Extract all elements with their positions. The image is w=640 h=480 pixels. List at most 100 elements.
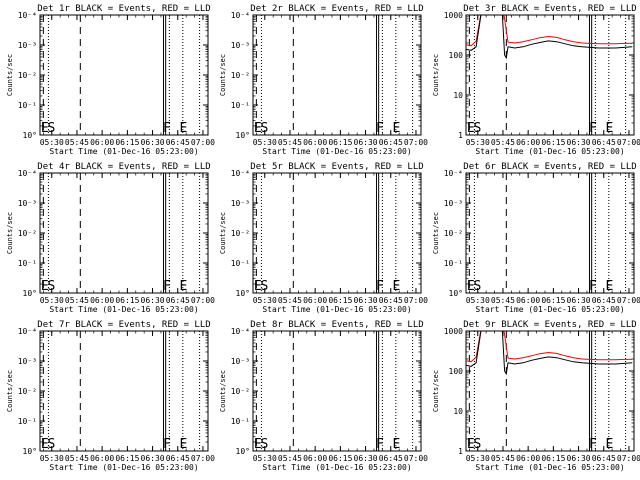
marker-label-e2: E [605,121,613,136]
y-tick-label: 10° [236,289,250,298]
marker-label-f: F [163,437,171,452]
x-tick-label: 07:00 [404,454,428,463]
plot-frame [465,14,635,136]
marker-label-s: S [261,279,269,294]
marker-label-s: S [474,121,482,136]
x-axis-label: Start Time (01-Dec-16 05:23:00) [475,147,624,156]
x-tick-label: 06:15 [541,454,565,463]
marker-label-e: E [254,279,262,294]
y-tick-label: 10⁻³ [18,357,37,366]
marker-label-s: S [48,121,56,136]
y-tick-label: 10⁻⁴ [18,327,37,336]
panel-det-2: Det 2r BLACK = Events, RED = LLD Counts/s… [219,4,428,156]
chart-title: Det 5r BLACK = Events, RED = LLD [250,162,423,172]
x-tick-label: 05:30 [253,454,277,463]
marker-label-e2: E [392,121,400,136]
x-axis-label: Start Time (01-Dec-16 05:23:00) [49,463,198,472]
x-tick-label: 06:45 [166,138,190,147]
x-tick-label: 05:45 [278,138,302,147]
x-tick-label: 05:30 [253,138,277,147]
x-axis-label: Start Time (01-Dec-16 05:23:00) [262,305,411,314]
marker-label-e: E [254,121,262,136]
x-tick-label: 06:30 [567,454,591,463]
x-tick-label: 06:00 [90,454,114,463]
y-tick-label: 10° [23,289,37,298]
x-tick-label: 06:00 [303,138,327,147]
marker-label-s: S [474,437,482,452]
x-tick-label: 07:00 [617,138,640,147]
y-tick-label: 10° [236,131,250,140]
y-tick-label: 10° [23,447,37,456]
panel-det-8: Det 8r BLACK = Events, RED = LLD Counts/s… [219,320,428,472]
marker-label-f: F [376,121,384,136]
y-tick-label: 10⁻² [231,229,250,238]
x-tick-label: 06:30 [141,454,165,463]
marker-label-e2: E [605,279,613,294]
y-tick-label: 10⁻¹ [231,259,250,268]
y-tick-label: 10⁻² [231,71,250,80]
x-tick-label: 06:45 [166,296,190,305]
x-tick-label: 06:00 [303,454,327,463]
panel-det-3: Det 3r BLACK = Events, RED = LLD Counts/s… [432,4,640,156]
y-tick-label: 10⁻³ [231,199,250,208]
marker-label-s: S [48,279,56,294]
x-tick-label: 06:45 [379,296,403,305]
y-tick-label: 10⁻⁴ [231,327,250,336]
y-tick-label: 10⁻³ [231,357,250,366]
y-tick-label: 10⁻⁴ [18,169,37,178]
x-tick-label: 06:45 [166,454,190,463]
x-axis-label: Start Time (01-Dec-16 05:23:00) [49,147,198,156]
x-axis-label: Start Time (01-Dec-16 05:23:00) [262,463,411,472]
y-axis-label: Counts/sec [219,370,227,412]
chart-title: Det 1r BLACK = Events, RED = LLD [37,4,210,14]
x-tick-label: 06:15 [541,296,565,305]
x-tick-label: 06:30 [567,138,591,147]
x-tick-label: 06:00 [516,454,540,463]
x-tick-label: 06:45 [592,138,616,147]
marker-label-s: S [261,121,269,136]
panel-det-1: Det 1r BLACK = Events, RED = LLD Counts/s… [6,4,215,156]
y-axis-label: Counts/sec [6,212,14,254]
y-tick-label: 1000 [444,11,463,20]
y-tick-label: 10° [236,447,250,456]
x-tick-label: 07:00 [617,454,640,463]
y-tick-label: 1000 [444,327,463,336]
x-tick-label: 05:45 [491,138,515,147]
series-line-events [466,15,633,60]
y-tick-label: 1 [458,447,463,456]
x-tick-label: 07:00 [404,296,428,305]
x-tick-label: 06:30 [354,296,378,305]
x-tick-label: 06:30 [354,138,378,147]
x-tick-label: 06:30 [567,296,591,305]
marker-label-f: F [376,437,384,452]
x-tick-label: 07:00 [191,296,215,305]
marker-label-e: E [41,279,49,294]
y-tick-label: 10⁻³ [18,41,37,50]
series-line-lld [466,15,633,47]
y-tick-label: 10⁻¹ [231,417,250,426]
x-tick-label: 05:45 [491,454,515,463]
x-tick-label: 06:00 [90,296,114,305]
y-tick-label: 10⁻³ [444,199,463,208]
x-tick-label: 06:15 [115,138,139,147]
x-tick-label: 05:45 [65,296,89,305]
chart-title: Det 8r BLACK = Events, RED = LLD [250,320,423,330]
x-tick-label: 06:30 [354,454,378,463]
chart-title: Det 2r BLACK = Events, RED = LLD [250,4,423,14]
y-tick-label: 10⁻² [18,387,37,396]
y-tick-label: 10⁻⁴ [444,169,463,178]
y-tick-label: 10⁻¹ [18,417,37,426]
marker-label-e2: E [179,121,187,136]
x-tick-label: 06:30 [141,296,165,305]
x-tick-label: 06:15 [115,454,139,463]
chart-title: Det 6r BLACK = Events, RED = LLD [463,162,636,172]
marker-label-e2: E [392,279,400,294]
x-tick-label: 06:15 [541,138,565,147]
y-axis-label: Counts/sec [432,212,440,254]
x-tick-label: 05:45 [278,454,302,463]
marker-label-e: E [254,437,262,452]
x-tick-label: 05:45 [278,296,302,305]
y-axis-label: Counts/sec [432,54,440,96]
x-tick-label: 07:00 [617,296,640,305]
